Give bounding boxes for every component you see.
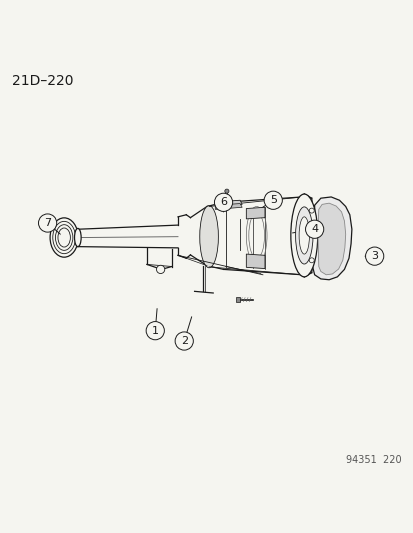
Ellipse shape bbox=[60, 231, 68, 244]
Ellipse shape bbox=[295, 207, 312, 264]
Ellipse shape bbox=[199, 206, 218, 268]
Polygon shape bbox=[215, 200, 242, 206]
FancyBboxPatch shape bbox=[236, 297, 239, 302]
Circle shape bbox=[309, 258, 313, 263]
Polygon shape bbox=[312, 197, 351, 280]
Circle shape bbox=[305, 220, 323, 238]
Circle shape bbox=[156, 265, 164, 273]
Text: 1: 1 bbox=[152, 326, 158, 336]
Polygon shape bbox=[246, 254, 264, 269]
Circle shape bbox=[214, 193, 232, 212]
Circle shape bbox=[175, 332, 193, 350]
Text: 2: 2 bbox=[180, 336, 188, 346]
Polygon shape bbox=[246, 207, 264, 219]
Ellipse shape bbox=[298, 217, 309, 254]
Circle shape bbox=[309, 208, 313, 213]
Text: 3: 3 bbox=[370, 251, 377, 261]
Text: 5: 5 bbox=[269, 195, 276, 205]
Polygon shape bbox=[317, 203, 345, 275]
Polygon shape bbox=[215, 204, 242, 209]
Text: 94351  220: 94351 220 bbox=[345, 455, 401, 465]
Text: 4: 4 bbox=[310, 224, 318, 234]
Circle shape bbox=[224, 189, 228, 193]
Ellipse shape bbox=[290, 194, 317, 277]
Circle shape bbox=[146, 321, 164, 340]
Text: 21D–220: 21D–220 bbox=[12, 74, 74, 88]
Text: 6: 6 bbox=[220, 197, 226, 207]
Circle shape bbox=[365, 247, 383, 265]
Text: 7: 7 bbox=[44, 218, 51, 228]
Circle shape bbox=[38, 214, 57, 232]
Circle shape bbox=[263, 191, 282, 209]
Ellipse shape bbox=[74, 229, 81, 247]
